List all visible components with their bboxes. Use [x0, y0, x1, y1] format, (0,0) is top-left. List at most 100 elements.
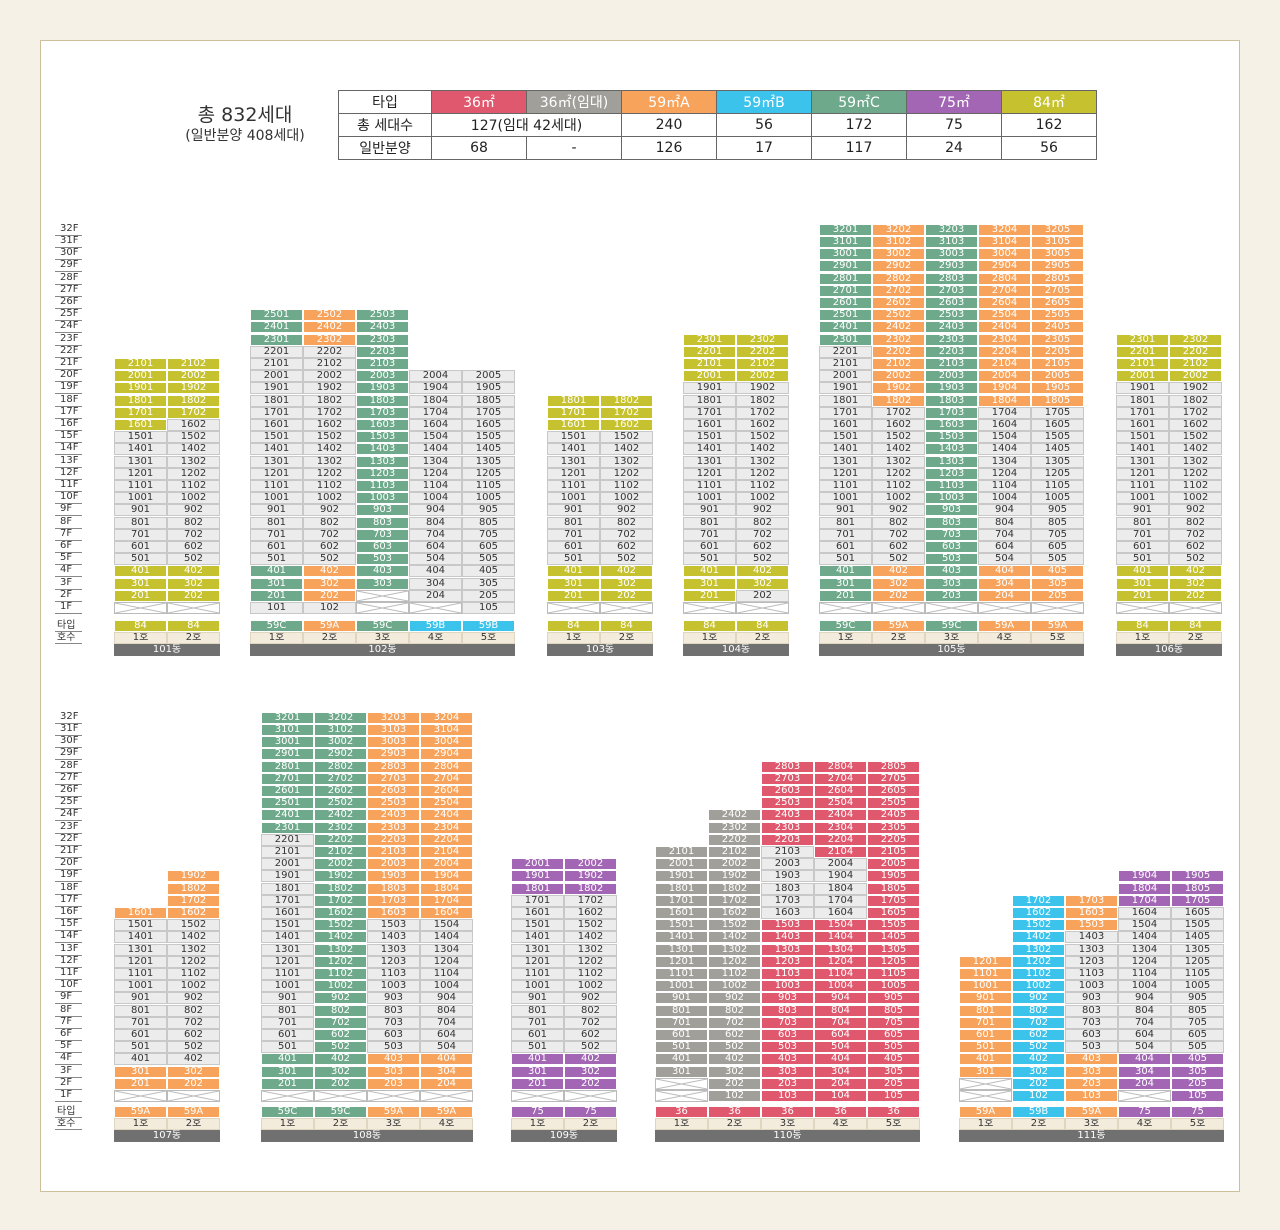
unit-cell: 2902	[872, 260, 925, 273]
unit-cell: 302	[303, 577, 356, 590]
unit-cell: 603	[1065, 1029, 1118, 1041]
unit-cell: 704	[420, 1016, 473, 1029]
unit-cell: 2301	[819, 333, 872, 346]
total-title: 총 832세대	[197, 104, 293, 126]
unit-type-label: 59C	[250, 620, 303, 632]
unit-cell: 1505	[1031, 431, 1084, 444]
empty-unit	[564, 1090, 617, 1102]
unit-cell: 1801	[547, 394, 600, 407]
unit-number-label: 3호	[761, 1118, 814, 1130]
type-row-label: 타입	[57, 620, 76, 631]
unit-cell: 2004	[814, 858, 867, 871]
unit-type-label: 84	[600, 620, 653, 632]
unit-cell: 1401	[114, 931, 167, 944]
unit-cell: 1605	[867, 907, 920, 919]
floor-label: 11F	[55, 480, 82, 492]
unit-cell: 1003	[925, 492, 978, 505]
unit-cell: 1502	[872, 431, 925, 444]
unit-cell: 302	[167, 577, 220, 590]
unit-cell: 1002	[167, 980, 220, 993]
unit-cell: 3202	[314, 711, 367, 724]
unit-cell: 1503	[925, 431, 978, 444]
unit-cell: 605	[867, 1029, 920, 1041]
unit-cell: 1702	[564, 894, 617, 907]
unit-cell: 2102	[708, 846, 761, 858]
unit-cell: 905	[1171, 992, 1224, 1005]
unit-cell: 901	[114, 992, 167, 1005]
unit-cell: 1702	[708, 894, 761, 907]
unit-cell: 1701	[114, 406, 167, 419]
unit-cell: 1901	[511, 870, 564, 883]
unit-number-label: 2호	[1012, 1118, 1065, 1130]
unit-cell: 2703	[367, 772, 420, 785]
unit-cell: 3005	[1031, 248, 1084, 261]
unit-cell: 1001	[547, 492, 600, 505]
unit-cell: 2402	[872, 321, 925, 334]
unit-cell: 802	[167, 1004, 220, 1017]
unit-cell: 2302	[708, 821, 761, 834]
unit-cell: 1804	[420, 882, 473, 895]
empty-unit	[1118, 1090, 1171, 1102]
unit-cell: 702	[736, 528, 789, 541]
unit-cell: 1702	[1169, 406, 1222, 419]
unit-cell: 105	[867, 1090, 920, 1102]
unit-cell: 1802	[600, 394, 653, 407]
empty-unit	[736, 602, 789, 614]
floor-label: 7F	[55, 1016, 82, 1029]
floor-label: 22F	[55, 345, 82, 358]
unit-cell: 1801	[1116, 394, 1169, 407]
unit-cell: 402	[708, 1053, 761, 1066]
unit-cell: 601	[655, 1029, 708, 1041]
unit-cell: 803	[761, 1004, 814, 1017]
unit-type-label: 84	[736, 620, 789, 632]
unit-cell: 2304	[978, 333, 1031, 346]
unit-cell: 905	[1031, 504, 1084, 517]
unit-cell: 1601	[250, 419, 303, 431]
unit-cell: 1603	[356, 419, 409, 431]
unit-cell: 1503	[356, 431, 409, 444]
unit-cell: 1202	[1012, 955, 1065, 968]
unit-cell: 1705	[867, 894, 920, 907]
unit-cell: 1403	[761, 931, 814, 944]
unit-cell: 904	[978, 504, 1031, 517]
unit-cell: 1602	[303, 419, 356, 431]
unit-cell: 201	[114, 1077, 167, 1090]
unit-cell: 2201	[683, 345, 736, 358]
unit-cell: 1102	[314, 968, 367, 980]
unit-cell: 903	[925, 504, 978, 517]
unit-cell: 801	[261, 1004, 314, 1017]
unit-cell: 1103	[367, 968, 420, 980]
unit-cell: 1102	[708, 968, 761, 980]
unit-cell: 502	[303, 553, 356, 566]
unit-cell: 1402	[736, 443, 789, 456]
unit-cell: 2002	[167, 370, 220, 383]
unit-cell: 2503	[356, 309, 409, 322]
unit-cell: 1903	[761, 870, 814, 883]
unit-cell: 1805	[1171, 882, 1224, 895]
unit-number-label: 2호	[314, 1118, 367, 1130]
unit-cell: 702	[708, 1016, 761, 1029]
type-59a: 59㎡A	[621, 90, 717, 114]
unit-cell: 1905	[462, 382, 515, 395]
unit-cell: 501	[114, 1041, 167, 1054]
unit-cell: 2101	[655, 846, 708, 858]
unit-cell: 1805	[1031, 394, 1084, 407]
unit-cell: 602	[314, 1029, 367, 1041]
unit-cell: 502	[708, 1041, 761, 1054]
unit-number-label: 3호	[925, 632, 978, 644]
unit-cell: 205	[462, 589, 515, 602]
unit-cell: 1303	[1065, 943, 1118, 956]
building-name: 105동	[819, 644, 1084, 656]
unit-number-label: 4호	[978, 632, 1031, 644]
empty-unit	[655, 1077, 708, 1090]
building-name: 101동	[114, 644, 220, 656]
unit-cell: 1001	[114, 492, 167, 505]
unit-cell: 1605	[1171, 907, 1224, 919]
unit-cell: 801	[250, 516, 303, 529]
unit-cell: 801	[1116, 516, 1169, 529]
floor-label: 17F	[55, 406, 82, 419]
unit-cell: 2103	[761, 846, 814, 858]
unit-cell: 901	[261, 992, 314, 1005]
unit-cell: 2704	[420, 772, 473, 785]
unit-cell: 1903	[367, 870, 420, 883]
